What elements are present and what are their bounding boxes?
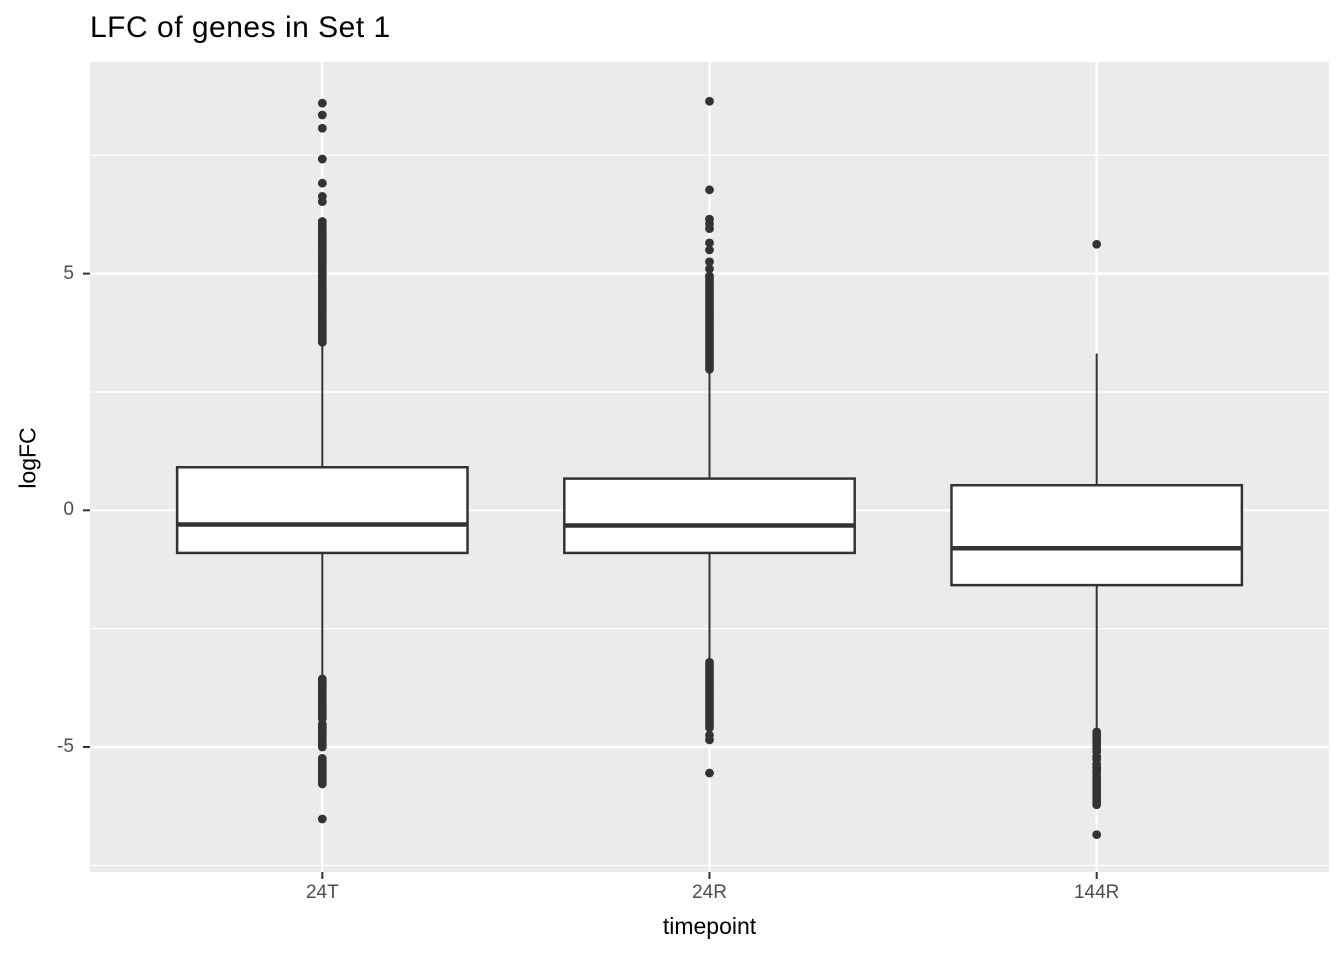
- y-tick-label: -5: [57, 736, 74, 758]
- outlier-point: [317, 154, 327, 164]
- y-tick-label: 0: [63, 499, 74, 521]
- x-axis-title: timepoint: [662, 913, 757, 939]
- outlier-point: [317, 337, 327, 347]
- outlier-point: [1092, 800, 1102, 810]
- box-iqr: [950, 483, 1244, 587]
- y-tick-label: 5: [63, 262, 74, 284]
- outlier-point: [1092, 239, 1102, 249]
- outlier-point: [705, 257, 714, 267]
- outlier-point: [705, 96, 714, 106]
- outlier-point: [317, 197, 327, 207]
- outlier-point: [705, 735, 714, 745]
- outlier-point: [705, 723, 714, 733]
- outlier-point: [317, 98, 327, 108]
- chart-title: LFC of genes in Set 1: [90, 11, 391, 44]
- outlier-point: [317, 123, 327, 133]
- x-tick-label: 24T: [305, 882, 339, 903]
- outlier-point: [317, 178, 327, 188]
- outlier-point: [705, 224, 714, 234]
- outlier-point: [705, 245, 714, 255]
- outlier-point: [705, 238, 714, 248]
- outlier-point: [705, 185, 714, 195]
- outlier-point: [705, 264, 714, 274]
- outlier-point: [317, 779, 327, 789]
- outlier-point: [1092, 830, 1102, 840]
- outlier-point: [705, 768, 714, 778]
- outlier-point: [705, 364, 714, 374]
- x-tick-label: 144R: [1073, 882, 1120, 903]
- box-iqr: [175, 465, 469, 555]
- outlier-point: [317, 110, 327, 120]
- outlier-point: [317, 814, 327, 824]
- x-tick-label: 24R: [692, 882, 727, 903]
- box-iqr: [563, 477, 856, 555]
- outlier-point: [317, 742, 327, 752]
